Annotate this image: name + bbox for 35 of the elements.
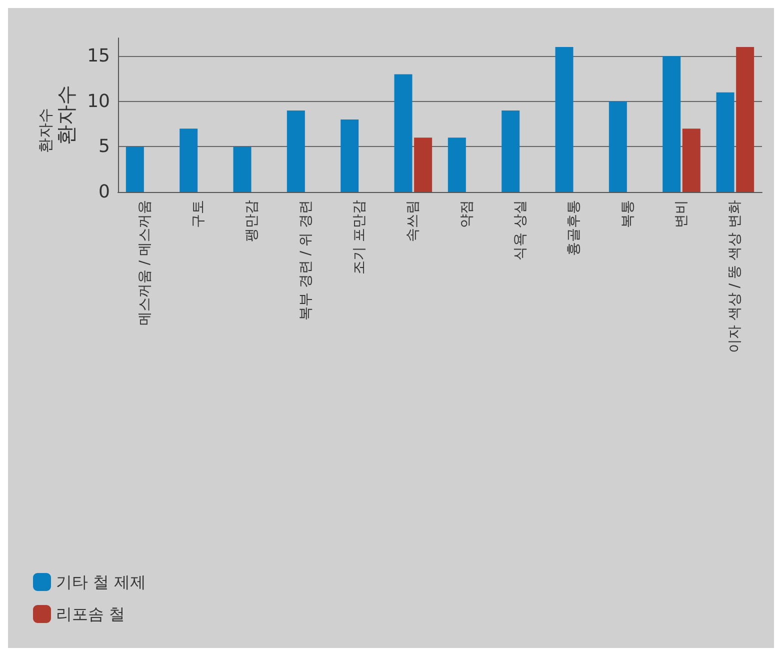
x-tick-label: 흉골후통 [566, 200, 582, 256]
x-tick-label: 복부 경련 / 위 경련 [298, 200, 314, 321]
bar [233, 146, 252, 192]
bar [448, 138, 466, 192]
x-tick-label: 복통 [620, 200, 636, 228]
bar [608, 101, 627, 192]
bar [555, 47, 574, 192]
x-tick-label: 조기 포만감 [352, 200, 368, 274]
bar [126, 146, 144, 192]
bar [394, 74, 412, 192]
x-tick-label: 약점 [458, 200, 475, 228]
bar [736, 47, 754, 192]
legend-label: 기타 철 제제 [56, 572, 146, 592]
y-tick-label: 0 [98, 182, 110, 202]
text: 환자수 [36, 108, 54, 153]
x-tick-label: 변비 [674, 200, 690, 228]
y-tick-label: 10 [87, 90, 110, 112]
legend-label: 리포솜 철 [56, 604, 126, 624]
x-tick-label: 구토 [190, 200, 206, 228]
y-tick-label: 5 [98, 136, 110, 158]
bar [716, 92, 734, 192]
y-tick-label: 15 [87, 46, 110, 67]
bar [682, 128, 700, 192]
x-tick-label: 식욕 상실 [512, 200, 528, 260]
bar [340, 120, 359, 192]
x-tick-label: 속쓰림 [405, 200, 422, 242]
x-tick-label: 이자 색상 / 똥 색상 변화 [727, 200, 744, 353]
bar [662, 56, 681, 192]
bar [286, 110, 305, 192]
y-axis-title: 환자수 [54, 85, 78, 145]
bar [502, 110, 520, 192]
bar [414, 138, 432, 192]
x-tick-label: 팽만감 [244, 200, 260, 242]
x-tick-label: 메스꺼움 / 메스꺼움 [136, 200, 153, 326]
bar [180, 128, 198, 192]
